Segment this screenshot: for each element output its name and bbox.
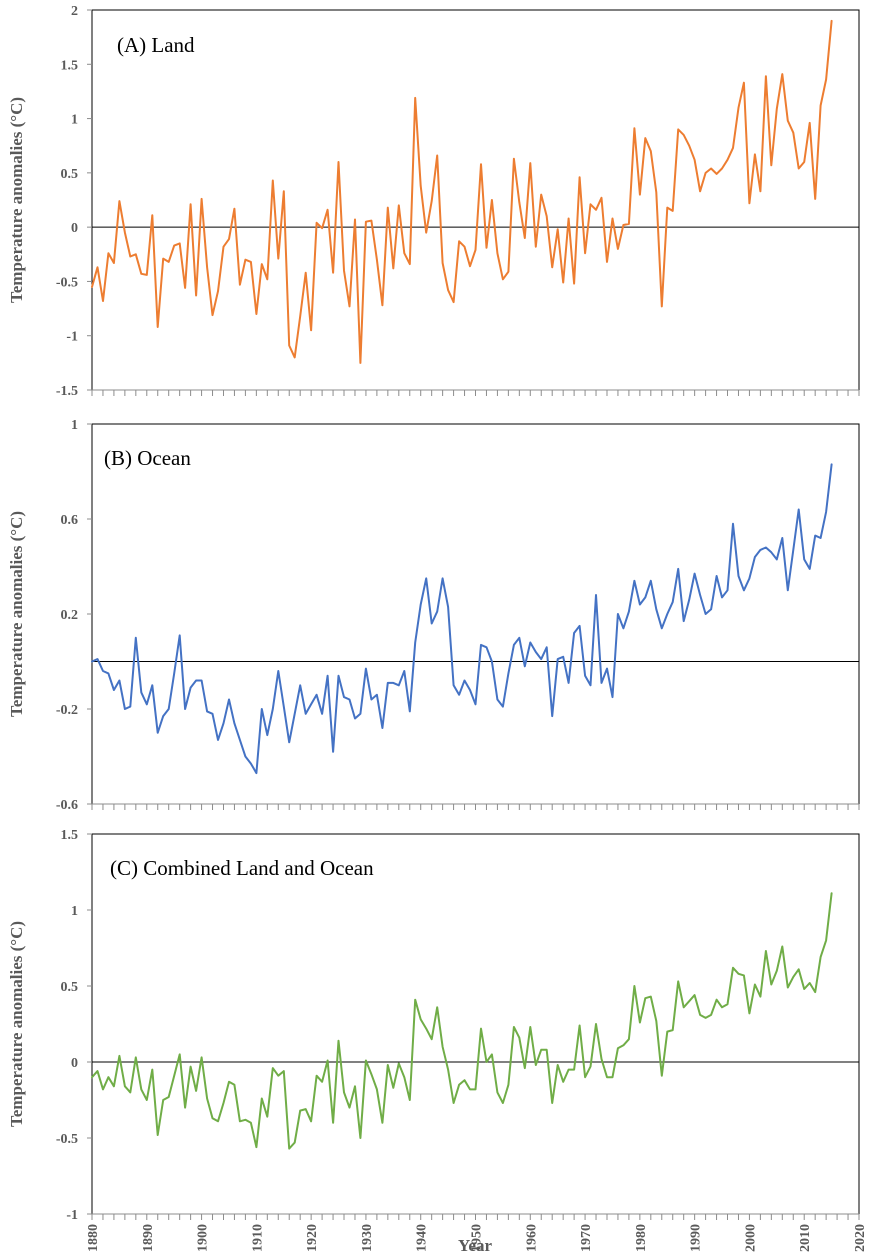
x-tick-label: 1970 <box>579 1224 594 1252</box>
x-tick-label: 1920 <box>305 1224 320 1252</box>
panel-land-y-tick-label: 0 <box>71 221 78 236</box>
panel-combined-ylabel: Temperature anomalies (°C) <box>7 921 26 1127</box>
panel-land-y-tick-label: 0.5 <box>61 167 79 182</box>
panel-land-y-tick-label: 1 <box>71 113 78 128</box>
x-tick-label: 2000 <box>743 1224 758 1252</box>
panel-combined-y-tick-label: -0.5 <box>56 1132 78 1147</box>
panel-combined-y-tick-label: 0 <box>71 1056 78 1071</box>
panel-land-series-line <box>91 19 833 364</box>
x-tick-label: 1980 <box>634 1224 649 1252</box>
panel-combined-y-tick-label: 1 <box>71 904 78 919</box>
panel-ocean-series-line <box>91 463 833 775</box>
x-tick-label: 1910 <box>250 1224 265 1252</box>
panel-land-y-tick-label: 1.5 <box>61 58 79 73</box>
panel-combined-y-tick-label: 0.5 <box>61 980 79 995</box>
x-tick-label: 1930 <box>360 1224 375 1252</box>
panel-land-y-ticks: -1.5 -1 -0.5 0 0.5 1 1.5 2 <box>56 4 92 399</box>
panel-combined-series-line <box>91 892 833 1150</box>
x-tick-label: 1900 <box>196 1224 211 1252</box>
panel-combined-y-ticks: -1 -0.5 0 0.5 1 1.5 <box>56 828 92 1223</box>
x-tick-label: 1940 <box>415 1224 430 1252</box>
panel-ocean-x-ticks <box>91 804 860 810</box>
panel-ocean-plot-frame <box>91 423 860 805</box>
panel-ocean-y-tick-label: 0.6 <box>61 513 79 528</box>
panel-ocean-y-tick-label: 0.2 <box>61 608 79 623</box>
panel-land-plot-frame <box>91 9 860 391</box>
x-tick-label: 1950 <box>470 1224 485 1252</box>
panel-combined: -1-0.500.511.5 1880 1890 1900 1910 1920 1930 1… <box>7 828 868 1252</box>
x-tick-label: 2020 <box>853 1224 868 1252</box>
panel-land-title: (A) Land <box>117 33 195 57</box>
panel-combined-title: (C) Combined Land and Ocean <box>110 856 374 880</box>
panel-land: -1.5 -1 -0.5 0 0.5 1 1.5 2 (A) Land Temperature… <box>7 4 860 399</box>
panel-combined-x-tick-labels: 1880 1890 1900 1910 1920 1930 1940 1950 1960 1970… <box>86 1224 868 1252</box>
x-axis-title: Year <box>458 1236 492 1255</box>
panel-ocean: -0.6 -0.2 0.2 0.6 1 (B) Ocean Temperature an… <box>7 418 860 813</box>
x-tick-label: 2010 <box>798 1224 813 1252</box>
x-tick-label: 1880 <box>86 1224 101 1252</box>
panel-ocean-title: (B) Ocean <box>104 446 191 470</box>
panel-combined-y-tick-label: 1.5 <box>61 828 79 843</box>
panel-land-y-tick-label: -0.5 <box>56 275 78 290</box>
panel-combined-x-ticks <box>91 1214 860 1220</box>
panel-combined-y-tick-label: -1 <box>66 1208 78 1223</box>
panel-ocean-y-tick-label: -0.2 <box>56 703 78 718</box>
x-tick-label: 1960 <box>524 1224 539 1252</box>
panel-ocean-ylabel: Temperature anomalies (°C) <box>7 511 26 717</box>
panel-land-ylabel: Temperature anomalies (°C) <box>7 97 26 303</box>
panel-land-x-ticks <box>91 390 860 396</box>
x-tick-label: 1890 <box>141 1224 156 1252</box>
panel-land-y-tick-label: -1 <box>66 330 78 345</box>
panel-ocean-y-ticks: -0.6 -0.2 0.2 0.6 1 <box>56 418 92 813</box>
panel-land-y-tick-label: 2 <box>71 4 78 19</box>
x-tick-label: 1990 <box>689 1224 704 1252</box>
panel-combined-plot-frame <box>91 833 860 1215</box>
panel-ocean-y-tick-label: 1 <box>71 418 78 433</box>
panel-ocean-y-tick-label: -0.6 <box>56 798 78 813</box>
panel-land-y-tick-label: -1.5 <box>56 384 78 399</box>
